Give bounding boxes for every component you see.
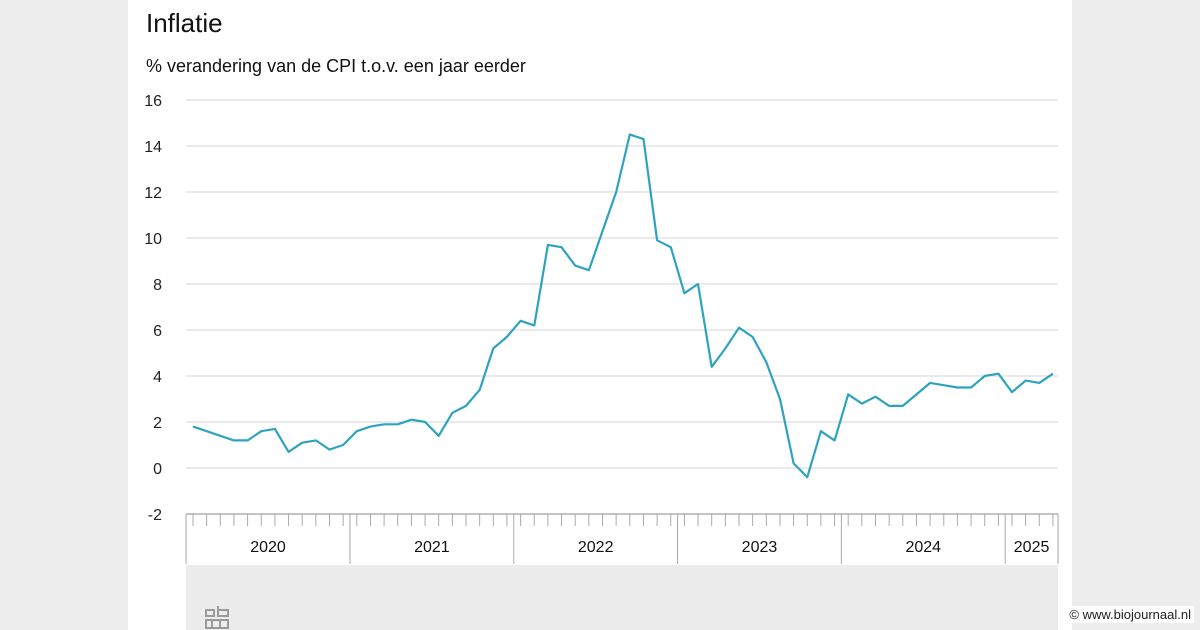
- x-year-label: 2023: [742, 539, 778, 556]
- inflation-series-line: [192, 133, 1054, 479]
- y-tick-label: 4: [153, 369, 162, 386]
- y-tick-label: -2: [148, 507, 162, 524]
- y-tick-label: 2: [153, 415, 162, 432]
- y-tick-label: 8: [153, 277, 162, 294]
- y-tick-label: 6: [153, 323, 162, 340]
- y-tick-label: 0: [153, 461, 162, 478]
- x-year-label: 2024: [905, 539, 941, 556]
- x-year-label: 2021: [414, 539, 450, 556]
- x-year-label: 2020: [250, 539, 286, 556]
- watermark: © www.biojournaal.nl: [1066, 606, 1194, 623]
- x-year-label: 2022: [578, 539, 614, 556]
- chart-footer-band: [186, 565, 1058, 630]
- cbs-logo-icon: [205, 606, 229, 629]
- chart-card: [128, 0, 1072, 630]
- y-tick-label: 14: [144, 139, 162, 156]
- x-year-label: 2025: [1014, 539, 1050, 556]
- y-tick-label: 10: [144, 231, 162, 248]
- chart-title: Inflatie: [146, 8, 223, 38]
- y-tick-label: 16: [144, 93, 162, 110]
- y-tick-label: 12: [144, 185, 162, 202]
- chart-subtitle: % verandering van de CPI t.o.v. een jaar…: [146, 56, 526, 76]
